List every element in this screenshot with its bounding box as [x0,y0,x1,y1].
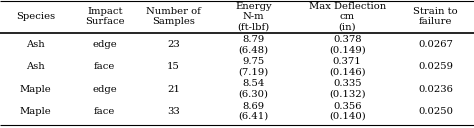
Text: Max Deflection
cm
(in): Max Deflection cm (in) [309,2,386,32]
Text: 9.75
(7.19): 9.75 (7.19) [238,57,269,77]
Text: 15: 15 [167,62,180,71]
Text: 8.69
(6.41): 8.69 (6.41) [238,102,269,121]
Text: 23: 23 [167,40,180,49]
Text: 0.378
(0.149): 0.378 (0.149) [329,35,365,54]
Text: edge: edge [92,84,117,94]
Text: Impact
Surface: Impact Surface [85,7,125,26]
Text: Number of
Samples: Number of Samples [146,7,201,26]
Text: Ash: Ash [27,62,45,71]
Text: 8.54
(6.30): 8.54 (6.30) [238,79,269,99]
Text: 0.335
(0.132): 0.335 (0.132) [329,79,365,99]
Text: 0.356
(0.140): 0.356 (0.140) [329,102,365,121]
Text: Species: Species [16,12,55,21]
Text: 0.0236: 0.0236 [418,84,453,94]
Text: Maple: Maple [20,84,52,94]
Text: face: face [94,107,115,116]
Text: 21: 21 [167,84,180,94]
Text: 0.0259: 0.0259 [418,62,453,71]
Text: face: face [94,62,115,71]
Text: 0.0250: 0.0250 [418,107,453,116]
Text: 0.371
(0.146): 0.371 (0.146) [329,57,365,77]
Text: Strain to
failure: Strain to failure [413,7,458,26]
Text: 0.0267: 0.0267 [418,40,453,49]
Text: edge: edge [92,40,117,49]
Text: 33: 33 [167,107,180,116]
Text: 8.79
(6.48): 8.79 (6.48) [238,35,269,54]
Text: Energy
N-m
(ft-lbf): Energy N-m (ft-lbf) [235,2,272,32]
Text: Maple: Maple [20,107,52,116]
Text: Ash: Ash [27,40,45,49]
